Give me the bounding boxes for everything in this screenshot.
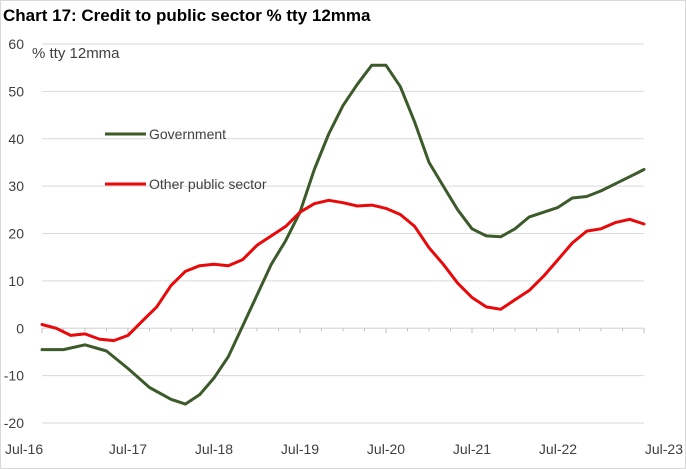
y-tick-label: 0	[16, 320, 24, 336]
y-tick-label: -10	[4, 368, 24, 384]
series-lines	[40, 63, 646, 406]
x-tick-label: Jul-19	[281, 441, 319, 457]
x-tick-label: Jul-16	[5, 441, 43, 457]
legend-label: Government	[149, 126, 226, 142]
x-tick-label: Jul-20	[367, 441, 405, 457]
x-tick-label: Jul-22	[539, 441, 577, 457]
y-tick-label: -20	[4, 415, 24, 431]
legend-label: Other public sector	[149, 176, 267, 192]
x-tick-label: Jul-18	[195, 441, 233, 457]
y-tick-label: 30	[8, 178, 24, 194]
x-tick-label: Jul-21	[453, 441, 491, 457]
chart-title: Chart 17: Credit to public sector % tty …	[3, 6, 371, 25]
x-tick-label: Jul-17	[109, 441, 147, 457]
y-tick-label: 60	[8, 36, 24, 52]
y-tick-label: 40	[8, 131, 24, 147]
series-line-government	[40, 63, 646, 406]
y-tick-label: 10	[8, 273, 24, 289]
series-line-other-public-sector	[40, 198, 646, 343]
gridlines	[42, 43, 644, 424]
axes: 60 50 40 30 20 10 0 -10 -20 Jul-16 Jul-17 Jul-18 Jul…	[4, 36, 683, 457]
legend: Government Other public sector	[105, 126, 267, 192]
y-tick-label: 50	[8, 83, 24, 99]
y-tick-label: 20	[8, 226, 24, 242]
unit-label: % tty 12mma	[32, 45, 120, 62]
x-tick-label: Jul-23	[645, 441, 683, 457]
